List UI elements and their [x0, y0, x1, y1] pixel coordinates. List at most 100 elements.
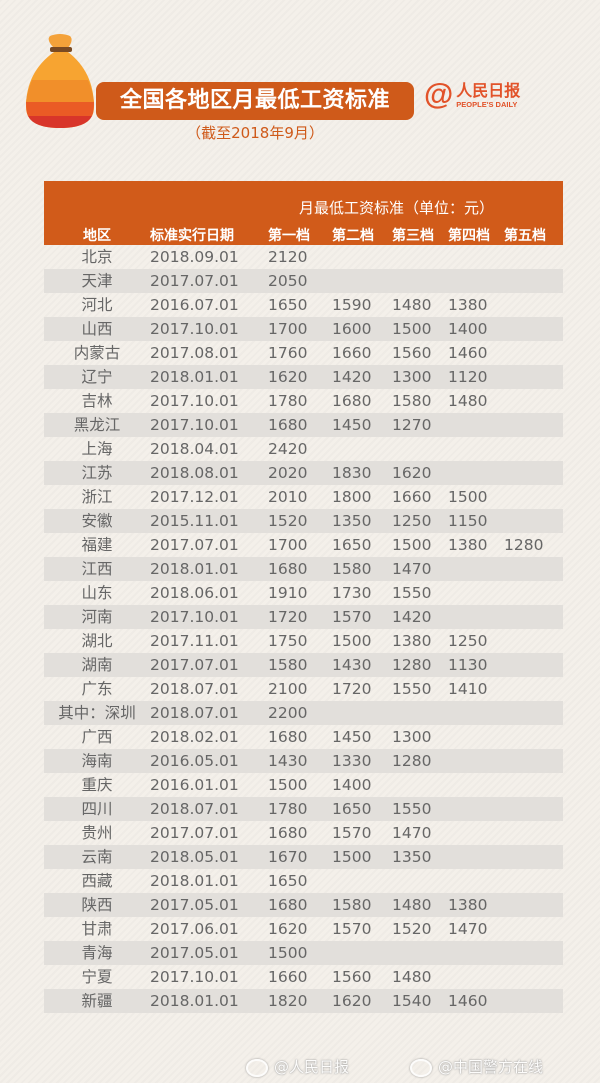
region-cell: 海南 — [81, 752, 113, 770]
tier-3-cell: 1560 — [392, 344, 432, 362]
tier-1-cell: 1650 — [268, 296, 308, 314]
tier-1-cell: 1760 — [268, 344, 308, 362]
region-cell: 山东 — [81, 584, 113, 602]
table-row: 江苏 2018.08.01 2020 1830 1620 — [44, 461, 563, 485]
region-cell: 宁夏 — [81, 968, 113, 986]
table-row: 海南 2016.05.01 1430 1330 1280 — [44, 749, 563, 773]
tier-3-cell: 1470 — [392, 824, 432, 842]
date-cell: 2017.07.01 — [150, 656, 239, 674]
date-cell: 2018.01.01 — [150, 872, 239, 890]
table-row: 河南 2017.10.01 1720 1570 1420 — [44, 605, 563, 629]
region-cell: 河南 — [81, 608, 113, 626]
date-cell: 2018.06.01 — [150, 584, 239, 602]
tier-4-cell: 1380 — [448, 896, 488, 914]
region-cell: 辽宁 — [81, 368, 113, 386]
tier-3-cell: 1480 — [392, 968, 432, 986]
tier-1-cell: 1680 — [268, 896, 308, 914]
region-cell: 云南 — [81, 848, 113, 866]
region-cell: 江苏 — [81, 464, 113, 482]
region-cell: 贵州 — [81, 824, 113, 842]
tier-4-cell: 1480 — [448, 392, 488, 410]
page-title: 全国各地区月最低工资标准 — [96, 82, 414, 120]
tier-3-cell: 1480 — [392, 296, 432, 314]
region-cell: 福建 — [81, 536, 113, 554]
tier-2-cell: 1330 — [332, 752, 372, 770]
table-row: 西藏 2018.01.01 1650 — [44, 869, 563, 893]
tier-2-cell: 1590 — [332, 296, 372, 314]
tier-1-cell: 2420 — [268, 440, 308, 458]
column-header: 第三档 — [392, 228, 434, 244]
table-row: 陕西 2017.05.01 1680 1580 1480 1380 — [44, 893, 563, 917]
tier-1-cell: 1660 — [268, 968, 308, 986]
tier-2-cell: 1830 — [332, 464, 372, 482]
tier-4-cell: 1470 — [448, 920, 488, 938]
tier-4-cell: 1380 — [448, 536, 488, 554]
table-row: 青海 2017.05.01 1500 — [44, 941, 563, 965]
tier-3-cell: 1550 — [392, 680, 432, 698]
tier-3-cell: 1540 — [392, 992, 432, 1010]
date-cell: 2017.05.01 — [150, 896, 239, 914]
column-header: 第五档 — [504, 228, 546, 244]
date-cell: 2018.08.01 — [150, 464, 239, 482]
tier-3-cell: 1300 — [392, 728, 432, 746]
tier-4-cell: 1120 — [448, 368, 488, 386]
date-cell: 2017.10.01 — [150, 968, 239, 986]
date-cell: 2017.07.01 — [150, 536, 239, 554]
tier-3-cell: 1420 — [392, 608, 432, 626]
table-row: 山西 2017.10.01 1700 1600 1500 1400 — [44, 317, 563, 341]
tier-2-cell: 1800 — [332, 488, 372, 506]
table-row: 四川 2018.07.01 1780 1650 1550 — [44, 797, 563, 821]
date-cell: 2018.09.01 — [150, 248, 239, 266]
watermark-text: @中国警方在线 — [438, 1058, 544, 1076]
date-cell: 2016.05.01 — [150, 752, 239, 770]
tier-2-cell: 1580 — [332, 896, 372, 914]
watermark: @人民日报 — [246, 1056, 349, 1077]
page-subtitle: （截至2018年9月） — [186, 124, 324, 142]
date-cell: 2017.07.01 — [150, 824, 239, 842]
tier-1-cell: 1680 — [268, 824, 308, 842]
tier-2-cell: 1450 — [332, 416, 372, 434]
date-cell: 2018.05.01 — [150, 848, 239, 866]
weibo-icon — [410, 1058, 432, 1077]
tier-1-cell: 1720 — [268, 608, 308, 626]
tier-5-cell: 1280 — [504, 536, 544, 554]
date-cell: 2018.04.01 — [150, 440, 239, 458]
tier-1-cell: 1700 — [268, 536, 308, 554]
table-row: 广西 2018.02.01 1680 1450 1300 — [44, 725, 563, 749]
watermark-text: @人民日报 — [274, 1058, 350, 1076]
tier-1-cell: 2100 — [268, 680, 308, 698]
tier-1-cell: 2120 — [268, 248, 308, 266]
date-cell: 2017.11.01 — [150, 632, 239, 650]
table-row: 安徽 2015.11.01 1520 1350 1250 1150 — [44, 509, 563, 533]
tier-2-cell: 1560 — [332, 968, 372, 986]
date-cell: 2018.02.01 — [150, 728, 239, 746]
table-row: 广东 2018.07.01 2100 1720 1550 1410 — [44, 677, 563, 701]
table-row: 湖南 2017.07.01 1580 1430 1280 1130 — [44, 653, 563, 677]
region-cell: 北京 — [81, 248, 113, 266]
date-cell: 2017.05.01 — [150, 944, 239, 962]
tier-4-cell: 1500 — [448, 488, 488, 506]
tier-2-cell: 1420 — [332, 368, 372, 386]
logo-name: 人民日报 — [456, 80, 521, 100]
tier-4-cell: 1410 — [448, 680, 488, 698]
region-cell: 内蒙古 — [73, 344, 121, 362]
region-cell: 西藏 — [81, 872, 113, 890]
tier-1-cell: 1910 — [268, 584, 308, 602]
region-cell: 江西 — [81, 560, 113, 578]
region-cell: 广东 — [81, 680, 113, 698]
table-row: 云南 2018.05.01 1670 1500 1350 — [44, 845, 563, 869]
tier-1-cell: 1680 — [268, 728, 308, 746]
region-cell: 黑龙江 — [73, 416, 121, 434]
date-cell: 2018.01.01 — [150, 560, 239, 578]
date-cell: 2018.01.01 — [150, 992, 239, 1010]
tier-4-cell: 1130 — [448, 656, 488, 674]
region-cell: 湖南 — [81, 656, 113, 674]
tier-1-cell: 1670 — [268, 848, 308, 866]
tier-2-cell: 1400 — [332, 776, 372, 794]
table-body: 北京 2018.09.01 2120 天津 2017.07.01 2050 河北 2016.0… — [44, 245, 563, 1013]
tier-2-cell: 1500 — [332, 632, 372, 650]
tier-3-cell: 1620 — [392, 464, 432, 482]
table-row: 浙江 2017.12.01 2010 1800 1660 1500 — [44, 485, 563, 509]
date-cell: 2016.07.01 — [150, 296, 239, 314]
table-header: 月最低工资标准（单位：元） 地区 标准实行日期 第一档 第二档 第三档 第四档 … — [44, 181, 563, 245]
